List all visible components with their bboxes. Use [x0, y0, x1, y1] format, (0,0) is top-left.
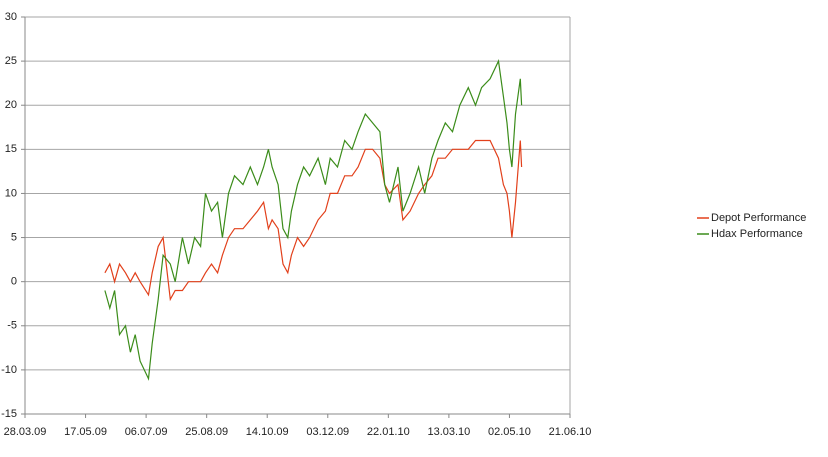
legend-label: Hdax Performance: [711, 228, 803, 240]
y-tick-label: -5: [7, 320, 17, 332]
x-tick-label: 17.05.09: [64, 426, 107, 438]
x-tick-label: 25.08.09: [185, 426, 228, 438]
series-line: [104, 59, 523, 381]
y-tick-label: 25: [5, 55, 17, 67]
y-tick-label: -15: [1, 408, 17, 420]
x-tick-label: 14.10.09: [246, 426, 289, 438]
x-tick-label: 21.06.10: [549, 426, 592, 438]
y-tick-label: 5: [11, 231, 17, 243]
x-tick-label: 22.01.10: [367, 426, 410, 438]
x-tick-label: 03.12.09: [306, 426, 349, 438]
y-tick-label: 15: [5, 143, 17, 155]
x-tick-label: 02.05.10: [488, 426, 531, 438]
x-tick-label: 13.03.10: [427, 426, 470, 438]
y-tick-label: 0: [11, 276, 17, 288]
y-tick-label: -10: [1, 364, 17, 376]
x-tick-label: 28.03.09: [4, 426, 47, 438]
legend-label: Depot Performance: [711, 212, 806, 224]
y-tick-label: 10: [5, 187, 17, 199]
x-tick-label: 06.07.09: [125, 426, 168, 438]
series-line: [104, 139, 523, 302]
y-tick-label: 20: [5, 99, 17, 111]
y-tick-label: 30: [5, 11, 17, 23]
